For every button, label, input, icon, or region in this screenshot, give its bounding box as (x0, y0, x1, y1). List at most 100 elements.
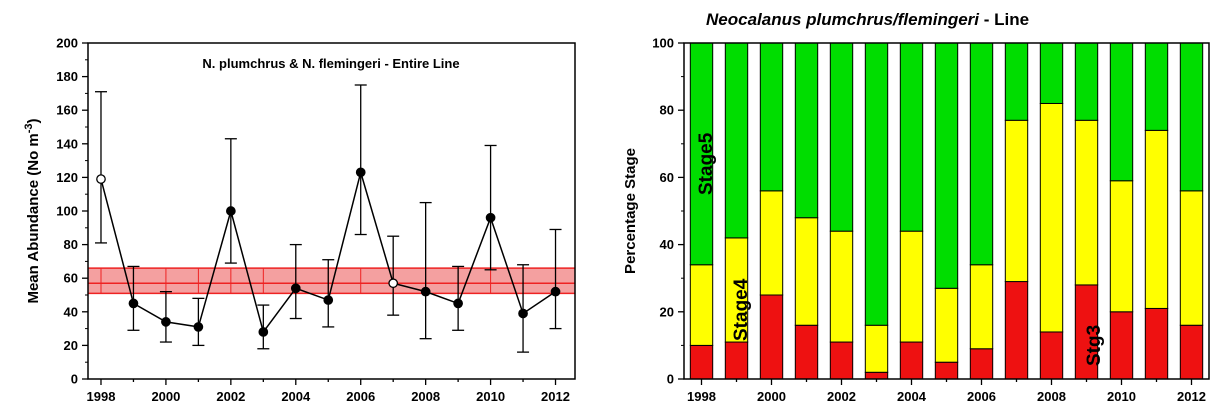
y-tick-label: 0 (71, 372, 78, 387)
y-tick-label: 160 (56, 103, 78, 118)
bar-segment-stage4 (864, 324, 889, 373)
stacked-bars (689, 42, 1204, 380)
bar-segment-stage5 (899, 42, 924, 232)
bar-segment-stage3 (1109, 311, 1134, 380)
x-tick-label: 2000 (757, 389, 786, 404)
y-tick-label: 100 (56, 204, 78, 219)
x-tick-label: 2012 (1177, 389, 1206, 404)
bar-segment-stage4 (1039, 102, 1064, 333)
bar-segment-stage3 (689, 344, 714, 380)
y-tick-label: 40 (64, 304, 78, 319)
bar-segment-stage4 (899, 230, 924, 343)
y-tick-label: 60 (660, 170, 674, 185)
bar-segment-stage4 (1109, 180, 1134, 313)
bar-segment-stage4 (1179, 190, 1204, 326)
error-bars (94, 84, 562, 353)
x-tick-label: 2004 (897, 389, 927, 404)
bar-segment-stage3 (829, 341, 854, 380)
bar-segment-stage5 (1039, 42, 1064, 104)
bar-segment-stage5 (1179, 42, 1204, 192)
x-tick-label: 2008 (411, 389, 440, 404)
x-tick-label: 1998 (87, 389, 116, 404)
y-tick-label: 0 (667, 372, 674, 387)
data-point (226, 206, 236, 216)
data-point (128, 298, 139, 309)
x-tick-label: 2010 (476, 389, 505, 404)
x-tick-label: 2008 (1037, 389, 1066, 404)
bar-segment-stage3 (724, 341, 749, 380)
bar-segment-stage4 (689, 264, 714, 346)
bar-segment-stage3 (1004, 281, 1029, 380)
bar-segment-stage4 (1074, 119, 1099, 286)
bar-segment-stage5 (1004, 42, 1029, 121)
x-tick-label: 2002 (216, 389, 245, 404)
bar-segment-stage3 (864, 371, 889, 380)
left-x-axis: 1998 2000 2002 2004 2006 2008 2010 2012 (87, 379, 570, 404)
y-tick-label: 100 (652, 36, 674, 51)
left-y-axis-label: Mean Abundance (No m-3) (23, 118, 42, 303)
bar-segment-stage5 (794, 42, 819, 219)
data-point (355, 167, 366, 178)
bar-segment-stage5 (969, 42, 994, 266)
stage4-annotation: Stage4 (731, 278, 752, 341)
bar-segment-stage3 (969, 348, 994, 380)
bar-segment-stage5 (829, 42, 854, 232)
data-point (388, 278, 399, 289)
data-point (96, 174, 106, 184)
y-tick-label: 80 (660, 103, 674, 118)
bar-segment-stage5 (759, 42, 784, 192)
bar-segment-stage5 (724, 42, 749, 239)
x-tick-label: 2010 (1107, 389, 1136, 404)
data-point (518, 308, 528, 319)
left-chart-title: N. plumchrus & N. flemingeri - Entire Li… (202, 56, 459, 71)
abundance-markers (96, 167, 561, 337)
x-tick-label: 2012 (541, 389, 570, 404)
bar-segment-stage3 (1039, 331, 1064, 380)
y-tick-label: 80 (64, 237, 78, 252)
data-point (453, 298, 463, 309)
left-plot-frame (87, 42, 576, 380)
bar-segment-stage3 (759, 294, 784, 380)
right-chart-title: Neocalanus plumchrus/flemingeri - Line (706, 10, 1029, 29)
bar-segment-stage3 (934, 361, 959, 380)
bar-segment-stage4 (1004, 119, 1029, 283)
bar-segment-stage5 (1074, 42, 1099, 121)
bar-segment-stage3 (1179, 324, 1204, 380)
y-tick-label: 20 (660, 304, 674, 319)
data-point (161, 317, 171, 327)
bar-segment-stage4 (1144, 129, 1169, 309)
y-tick-label: 140 (56, 136, 78, 151)
bar-segment-stage5 (1109, 42, 1134, 182)
data-point (193, 322, 204, 332)
bar-segment-stage3 (1144, 307, 1169, 380)
data-point (485, 212, 496, 223)
right-x-axis: 1998 2000 2002 2004 2006 2008 2010 2012 (687, 379, 1206, 404)
left-y-axis: 0 20 40 60 80 100 120 140 160 180 200 (56, 36, 88, 387)
x-tick-label: 1998 (687, 389, 716, 404)
x-tick-label: 2006 (967, 389, 996, 404)
stg3-annotation: Stg3 (1084, 325, 1105, 366)
x-tick-label: 2002 (827, 389, 856, 404)
abundance-line-chart: 0 20 40 60 80 100 120 140 160 180 200 1998 2000 2002… (23, 36, 576, 404)
y-tick-label: 40 (660, 237, 674, 252)
right-y-axis-label: Percentage Stage (622, 148, 639, 274)
x-tick-label: 2000 (151, 389, 180, 404)
right-y-axis: 0 20 40 60 80 100 (652, 36, 684, 387)
y-tick-label: 20 (64, 338, 78, 353)
bar-segment-stage3 (899, 341, 924, 380)
bar-segment-stage4 (934, 287, 959, 363)
y-tick-label: 180 (56, 69, 78, 84)
data-point (258, 327, 269, 337)
data-point (290, 283, 301, 294)
y-tick-label: 200 (56, 36, 78, 51)
data-point (550, 286, 561, 297)
data-point (420, 286, 431, 297)
bar-segment-stage4 (969, 264, 994, 350)
stage5-annotation: Stage5 (696, 132, 717, 195)
bar-segment-stage5 (934, 42, 959, 289)
bar-segment-stage5 (864, 42, 889, 326)
y-tick-label: 120 (56, 170, 78, 185)
y-tick-label: 60 (64, 271, 78, 286)
bar-segment-stage4 (759, 190, 784, 296)
